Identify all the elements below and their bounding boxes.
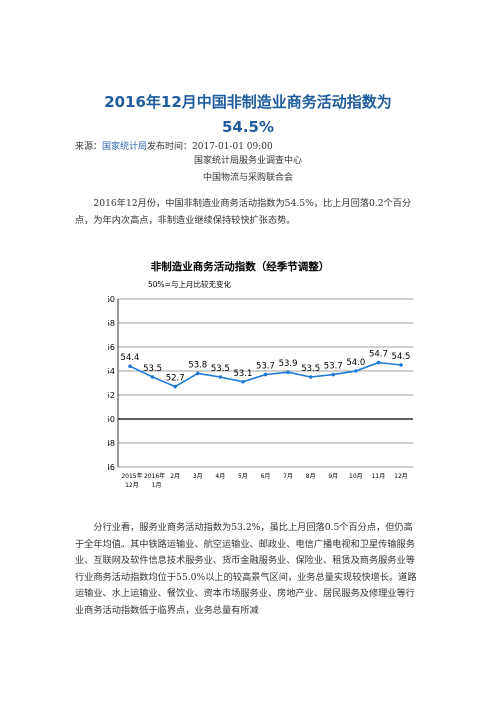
data-label: 53.9 (279, 359, 298, 369)
data-label: 52.7 (166, 374, 185, 384)
source-label: 来源： (75, 142, 103, 152)
data-point (376, 360, 381, 365)
paragraph-intro: 2016年12月份，中国非制造业商务活动指数为54.5%，比上月回落0.2个百分… (75, 198, 412, 226)
y-tick-label: 60 (108, 295, 115, 304)
data-label: 53.5 (301, 364, 320, 374)
org-line1: 国家统计局服务业调查中心 (193, 156, 302, 166)
data-point (150, 375, 155, 379)
data-point (286, 370, 290, 374)
data-point (128, 364, 132, 368)
x-tick-label: 6月 (261, 473, 271, 480)
x-tick-label: 1月 (152, 482, 162, 489)
data-point (399, 363, 403, 367)
chart-gridlines (118, 298, 413, 468)
x-tick-label: 3月 (193, 473, 203, 480)
x-tick-label: 9月 (328, 473, 338, 480)
source-link[interactable]: 国家统计局 (102, 142, 148, 152)
data-label: 54.0 (346, 358, 365, 368)
data-point (218, 375, 223, 379)
data-label: 53.1 (233, 369, 252, 379)
data-label: 53.7 (256, 362, 275, 372)
article-meta: 来源：国家统计局发布时间：2017-01-01 09:00 (75, 139, 273, 152)
chart-y-axis: 60 58 56 54 52 50 48 46 (105, 295, 119, 472)
x-tick-label: 7月 (283, 473, 293, 480)
publish-time: 发布时间：2017-01-01 09:00 (147, 142, 273, 152)
chart-series: 54.453.552.753.8 53.5 53.153.7 53.9 53.5 53.7… (121, 350, 411, 389)
org-line2: 中国物流与采购联合会 (202, 173, 293, 183)
x-tick-label: 2016年 (144, 472, 165, 480)
y-tick-label: 56 (108, 343, 115, 352)
data-label: 54.7 (369, 350, 388, 360)
y-tick-label: 50 (108, 415, 115, 424)
x-tick-label: 8月 (306, 473, 316, 480)
x-tick-label: 5月 (238, 473, 248, 480)
data-point (195, 371, 200, 376)
x-tick-label: 4月 (215, 473, 225, 480)
chart-x-axis: 2015年 12月 2016年 1月 2月 3月 4月 5月 6月 7月 8月 9月 10月 11月 12月 (121, 472, 407, 489)
paragraph-industry: 分行业看，服务业商务活动指数为53.2%，虽比上月回落0.5个百分点，但仍高于全… (75, 522, 417, 616)
data-point (173, 384, 177, 389)
article-title-line2: 54.5% (221, 118, 275, 136)
data-label: 53.5 (143, 364, 162, 374)
data-point (308, 375, 313, 379)
article-title-line1: 2016年12月中国非制造业商务活动指数为 (104, 93, 392, 111)
data-point (331, 372, 336, 377)
x-tick-label: 11月 (372, 473, 386, 480)
y-tick-label: 54 (108, 367, 115, 376)
y-tick-label: 48 (108, 439, 115, 448)
data-label: 53.8 (188, 360, 207, 370)
line-chart: 非制造业商务活动指数（经季节调整） （%） 50%=与上月比较无变化 60585… (83, 260, 413, 489)
x-tick-label: 12月 (394, 473, 408, 480)
chart-reference-label: 50%=与上月比较无变化 (148, 279, 231, 289)
chart: 非制造业商务活动指数（经季节调整） （%） 50%=与上月比较无变化 60585… (83, 253, 426, 493)
x-tick-label: 2月 (170, 473, 180, 480)
data-point (354, 369, 358, 373)
data-label: 54.5 (392, 352, 411, 362)
data-point (241, 380, 245, 384)
y-tick-label: 58 (108, 319, 115, 328)
y-tick-label: 52 (108, 391, 115, 400)
x-tick-label: 10月 (349, 473, 363, 480)
data-label: 54.4 (121, 353, 140, 363)
data-point (263, 372, 268, 377)
data-label: 53.7 (324, 362, 343, 372)
x-tick-label: 12月 (125, 482, 139, 489)
data-label: 53.5 (211, 364, 230, 374)
y-tick-label: 46 (108, 463, 115, 472)
chart-title: 非制造业商务活动指数（经季节调整） (151, 260, 330, 273)
x-tick-label: 2015年 (121, 472, 142, 480)
